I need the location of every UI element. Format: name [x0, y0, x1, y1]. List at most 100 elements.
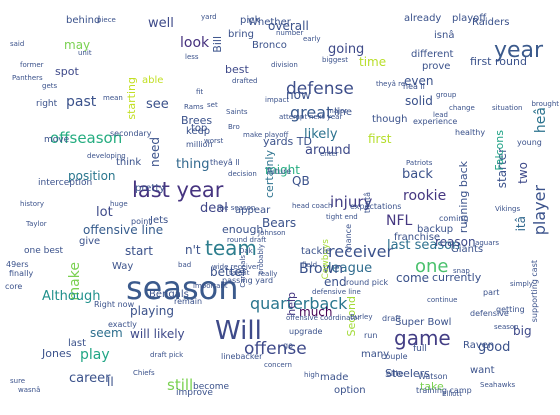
cloud-word: overall [268, 19, 309, 33]
cloud-word: might [265, 163, 300, 177]
cloud-word: part [483, 288, 500, 297]
cloud-word: round draft [227, 236, 267, 244]
cloud-word: Bill [211, 36, 224, 53]
cloud-word: getting [496, 305, 525, 314]
cloud-word: continue [427, 296, 458, 304]
cloud-word: division [271, 61, 298, 69]
cloud-word: keep [186, 126, 211, 137]
cloud-word: Cardinals [239, 255, 247, 288]
cloud-word: less [185, 53, 199, 61]
cloud-word: linebacker [221, 352, 263, 361]
cloud-word: much [299, 305, 333, 319]
cloud-word: still [167, 376, 194, 394]
cloud-word: talent [229, 269, 250, 277]
cloud-word: offensive line [83, 223, 164, 237]
cloud-word: yard [201, 13, 217, 21]
cloud-word: Will [215, 316, 262, 346]
cloud-word: offensive coordinator [286, 314, 361, 322]
cloud-word: number [276, 29, 304, 37]
cloud-word: reason [435, 235, 476, 249]
cloud-word: Falcons [493, 130, 506, 171]
cloud-word: even [404, 74, 434, 88]
cloud-word: sure [10, 377, 26, 385]
cloud-word: bring [228, 29, 254, 40]
cloud-word: seem [90, 326, 123, 340]
cloud-word: deal [200, 201, 228, 216]
cloud-word: Johnson [258, 229, 286, 237]
cloud-word: heâ [533, 107, 549, 134]
cloud-word: really [258, 270, 278, 278]
cloud-word: pretty [135, 183, 166, 194]
cloud-word: two [516, 162, 530, 184]
cloud-word: first [368, 132, 392, 146]
cloud-word: think [116, 157, 142, 168]
cloud-word: better [210, 265, 247, 279]
cloud-word: upgrade [289, 327, 323, 336]
cloud-word: start [125, 244, 153, 258]
cloud-word: piece [97, 16, 116, 24]
cloud-word: Raven [463, 340, 495, 351]
cloud-word: yards TD [263, 135, 312, 148]
cloud-word: unit [78, 49, 92, 57]
cloud-word: may [64, 38, 91, 52]
cloud-word: see [146, 97, 169, 112]
cloud-word: the season [217, 204, 256, 212]
cloud-word: draft pick [150, 351, 184, 359]
cloud-word: Way [112, 261, 134, 272]
cloud-word: round pick [346, 278, 389, 287]
cloud-word: group [436, 91, 457, 99]
cloud-word: thing [176, 157, 210, 172]
cloud-word: solid [405, 94, 433, 108]
cloud-word: currently [432, 271, 482, 284]
cloud-word: Burley [350, 313, 373, 321]
cloud-word: playoff [452, 13, 487, 24]
cloud-word: last season [387, 238, 461, 253]
cloud-word: attempt [279, 113, 308, 121]
cloud-word: Saints [226, 108, 248, 116]
cloud-word: Giants [451, 244, 484, 255]
cloud-word: come [396, 271, 430, 285]
cloud-word: coming [439, 214, 469, 223]
cloud-word: appear [235, 205, 271, 216]
cloud-word: game [394, 326, 451, 350]
cloud-word: Panthers [12, 74, 43, 82]
cloud-word: fit [196, 88, 204, 96]
cloud-word: early [303, 35, 321, 43]
cloud-word: core [5, 282, 23, 291]
cloud-word: NFL [386, 213, 413, 229]
cloud-word: heâ ll [403, 82, 425, 91]
cloud-word: couple [381, 352, 408, 361]
cloud-word: receiver [328, 242, 394, 261]
cloud-word: future [267, 167, 292, 176]
cloud-word: major [327, 107, 348, 115]
cloud-word: year [494, 38, 544, 63]
cloud-word: best [225, 63, 249, 76]
cloud-word: concern [264, 361, 292, 369]
cloud-word: take [420, 380, 444, 393]
cloud-word: tight end [326, 213, 358, 221]
cloud-word: spot [55, 65, 79, 78]
cloud-word: option [334, 385, 366, 396]
cloud-word: give [79, 236, 101, 247]
cloud-word: Chiefs [133, 369, 155, 377]
cloud-word: going [328, 42, 365, 57]
cloud-word: Brown [299, 261, 343, 277]
cloud-word: simply [510, 280, 533, 288]
cloud-word: remain [174, 297, 203, 306]
cloud-word: next year [309, 113, 343, 121]
cloud-word: move [44, 135, 70, 145]
cloud-word: many [361, 349, 390, 360]
cloud-word: QB [292, 174, 310, 188]
cloud-word: Super Bowl [395, 317, 452, 328]
cloud-word: line [334, 107, 353, 118]
cloud-word: offseason [50, 129, 123, 147]
cloud-word: run [364, 331, 378, 340]
cloud-word: Bengals [149, 289, 189, 300]
cloud-word: passing yard [222, 276, 274, 285]
cloud-word: Vikings [495, 205, 521, 213]
cloud-word: able [142, 75, 164, 86]
cloud-word: point [131, 217, 152, 226]
cloud-word: huge [110, 200, 128, 208]
cloud-word: become [193, 382, 230, 392]
cloud-word: enough [222, 223, 264, 236]
